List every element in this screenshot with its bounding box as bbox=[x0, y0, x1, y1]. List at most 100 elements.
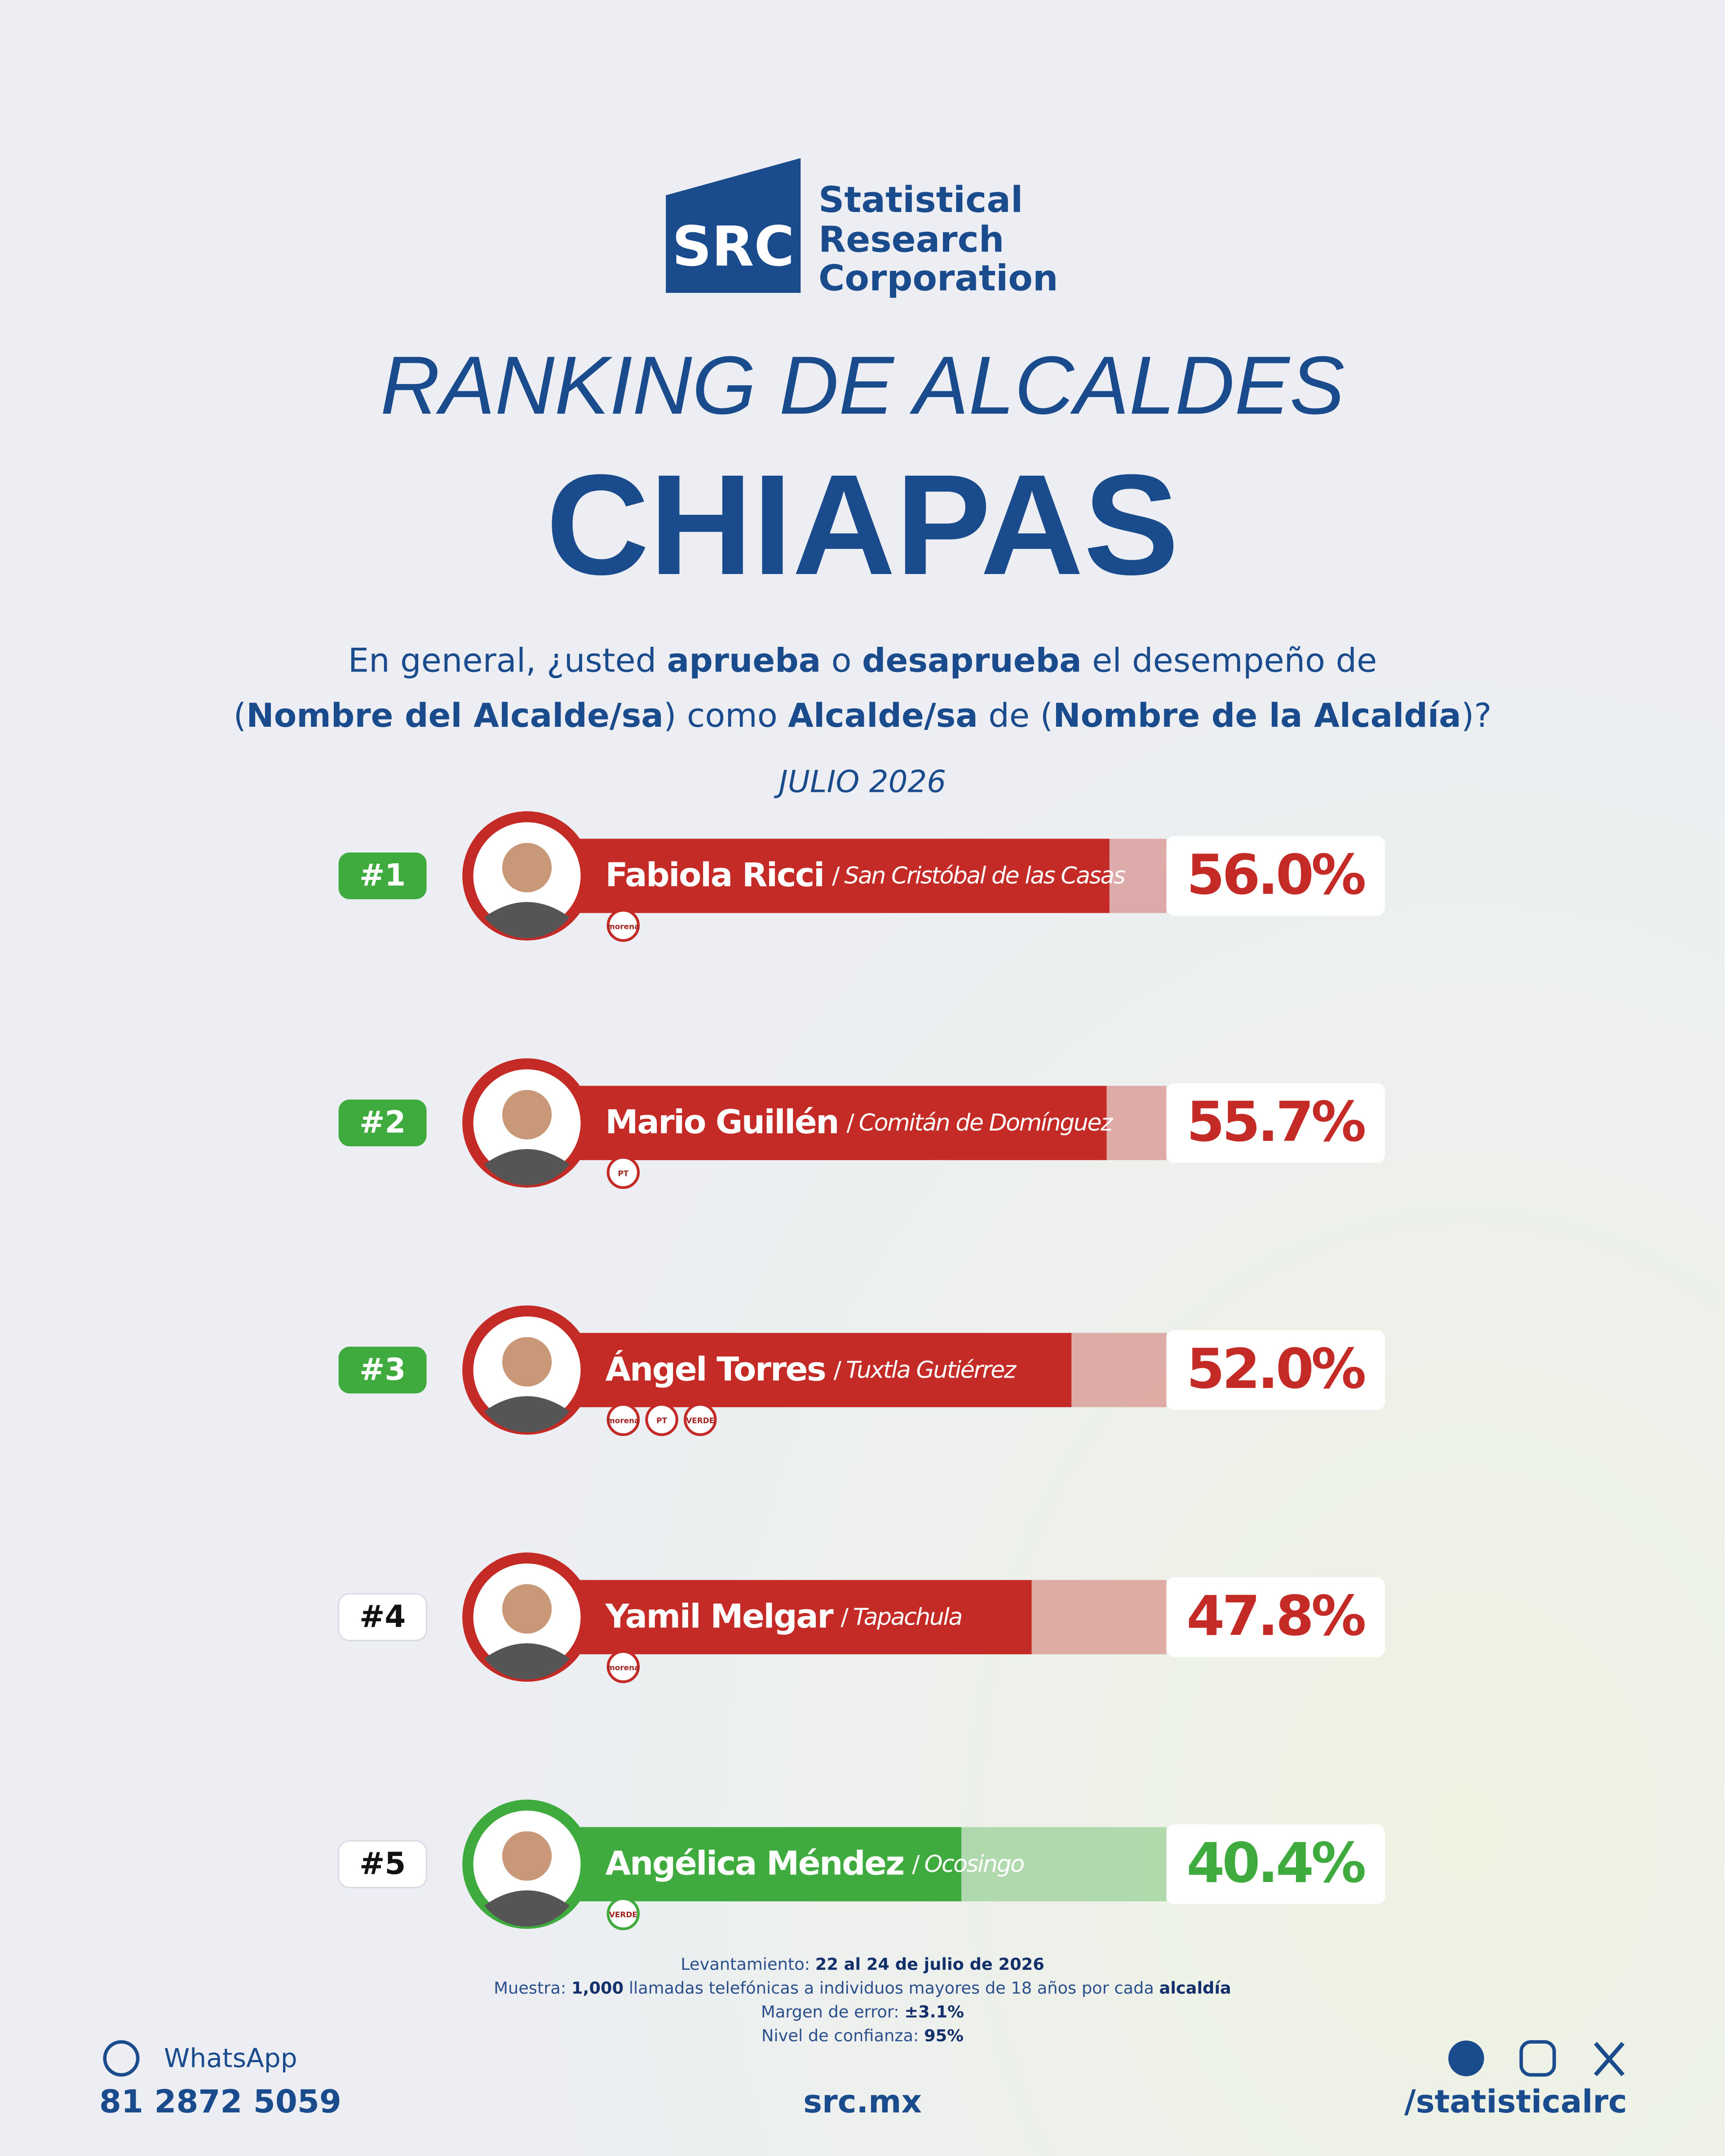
mayor-name: Angélica Méndez / Ocosingo bbox=[606, 1844, 1024, 1882]
bar bbox=[578, 1580, 1032, 1654]
whatsapp-icon bbox=[103, 2040, 140, 2077]
facebook-icon[interactable] bbox=[1448, 2040, 1484, 2076]
segment: llamadas telefónicas a individuos mayore… bbox=[624, 1978, 1159, 1997]
avatar-face bbox=[502, 1090, 552, 1140]
party-badge bbox=[606, 1403, 640, 1436]
name: Angélica Méndez bbox=[606, 1844, 904, 1882]
name: Fabiola Ricci bbox=[606, 856, 824, 894]
avatar-face bbox=[502, 1584, 552, 1634]
name: Yamil Melgar bbox=[605, 1597, 834, 1635]
location: San Cristóbal de las Casas bbox=[844, 862, 1125, 889]
segment: Levantamiento: bbox=[681, 1954, 815, 1974]
bar bbox=[578, 1333, 1072, 1407]
avatar-body bbox=[484, 1890, 570, 1927]
text-line: Levantamiento: 22 al 24 de julio de 2026 bbox=[681, 1954, 1044, 1974]
bold-segment: 95% bbox=[924, 2026, 964, 2045]
party-badge bbox=[606, 909, 640, 942]
bar bbox=[578, 1827, 962, 1902]
state: CHIAPAS bbox=[546, 445, 1179, 605]
value-box bbox=[1166, 836, 1385, 916]
value-box bbox=[1166, 1330, 1385, 1410]
rank-label: #3 bbox=[359, 1352, 406, 1387]
rank-badge bbox=[338, 1593, 428, 1641]
rank-badge bbox=[338, 1840, 428, 1888]
segment: ( bbox=[234, 697, 247, 735]
avatar-body bbox=[484, 1396, 570, 1432]
location: Tuxtla Gutiérrez bbox=[846, 1356, 1017, 1383]
party-badge bbox=[684, 1403, 717, 1436]
phone[interactable]: 81 2872 5059 bbox=[99, 2083, 341, 2120]
avatar-face bbox=[502, 1337, 552, 1387]
value-label: 56.0% bbox=[1186, 843, 1365, 907]
party-badge bbox=[606, 1650, 640, 1683]
x-icon[interactable] bbox=[1594, 2041, 1625, 2076]
party-label: VERDE bbox=[609, 1910, 637, 1919]
party-badge bbox=[606, 1156, 640, 1189]
value-label: 55.7% bbox=[1186, 1090, 1365, 1154]
social-handle[interactable]: /statisticalrc bbox=[1404, 2083, 1627, 2120]
avatar-body bbox=[484, 1643, 570, 1680]
location: Tapachula bbox=[853, 1604, 962, 1630]
bold-segment: Nombre de la Alcaldía bbox=[1053, 697, 1461, 735]
bold-segment: 1,000 bbox=[571, 1978, 624, 1997]
bar bbox=[578, 1086, 1107, 1160]
value-label: 40.4% bbox=[1186, 1831, 1365, 1895]
logo-text: Statistical bbox=[818, 179, 1023, 221]
title: RANKING DE ALCALDES bbox=[380, 339, 1345, 431]
location: Comitán de Domínguez bbox=[859, 1109, 1114, 1136]
segment: de ( bbox=[978, 697, 1053, 735]
party-badge bbox=[606, 1897, 640, 1931]
mayor-name: Ángel Torres / Tuxtla Gutiérrez bbox=[606, 1350, 1017, 1388]
party-badge bbox=[645, 1403, 678, 1436]
segment: Margen de error: bbox=[761, 2002, 904, 2021]
text-line: Muestra: 1,000 llamadas telefónicas a in… bbox=[494, 1978, 1231, 1997]
bold-segment: alcaldía bbox=[1159, 1978, 1231, 1997]
rank-badge bbox=[338, 852, 427, 900]
mayor-name: Fabiola Ricci / San Cristóbal de las Casas bbox=[606, 856, 1126, 894]
value-label: 47.8% bbox=[1186, 1584, 1365, 1648]
value-box bbox=[1166, 1083, 1385, 1163]
bold-segment: ±3.1% bbox=[904, 2002, 964, 2021]
text-line: En general, ¿usted aprueba o desaprueba … bbox=[348, 642, 1377, 680]
mayor-name: Mario Guillén / Comitán de Domínguez bbox=[606, 1103, 1114, 1141]
logo-mark bbox=[666, 158, 801, 293]
value-box bbox=[1166, 1824, 1385, 1904]
text-line: Margen de error: ±3.1% bbox=[761, 2002, 964, 2021]
bold-segment: desaprueba bbox=[862, 642, 1082, 680]
segment: el desempeño de bbox=[1082, 642, 1377, 680]
text-line: (Nombre del Alcalde/sa) como Alcalde/sa … bbox=[234, 697, 1492, 735]
whatsapp-label[interactable]: WhatsApp bbox=[164, 2043, 297, 2073]
avatar-face bbox=[502, 843, 552, 892]
segment: Muestra: bbox=[494, 1978, 571, 1997]
rank-label: #4 bbox=[359, 1599, 406, 1634]
avatar-body bbox=[484, 1149, 570, 1185]
rank-label: #5 bbox=[359, 1846, 406, 1881]
logo-initials: SRC bbox=[672, 214, 794, 278]
rank-badge bbox=[338, 1347, 427, 1394]
mayor-name: Yamil Melgar / Tapachula bbox=[605, 1597, 962, 1635]
logo-text: Corporation bbox=[818, 257, 1058, 299]
bold-segment: aprueba bbox=[667, 642, 821, 680]
rank-label: #1 bbox=[359, 857, 406, 893]
segment: ) como bbox=[663, 697, 788, 735]
party-label: morena bbox=[607, 922, 639, 931]
instagram-icon[interactable] bbox=[1519, 2040, 1556, 2077]
bold-segment: Alcalde/sa bbox=[788, 697, 978, 735]
segment: Nivel de confianza: bbox=[761, 2026, 924, 2045]
date: JULIO 2026 bbox=[774, 764, 946, 799]
bar bbox=[578, 839, 1110, 913]
party-label: morena bbox=[607, 1663, 639, 1672]
party-label: VERDE bbox=[686, 1416, 714, 1425]
value-label: 52.0% bbox=[1186, 1337, 1365, 1401]
website[interactable]: src.mx bbox=[803, 2083, 922, 2120]
avatar-body bbox=[484, 902, 570, 938]
segment: o bbox=[821, 642, 862, 680]
segment: )? bbox=[1461, 697, 1492, 735]
avatar-face bbox=[502, 1831, 552, 1881]
value-box bbox=[1166, 1577, 1385, 1657]
bold-segment: 22 al 24 de julio de 2026 bbox=[815, 1954, 1044, 1974]
party-label: PT bbox=[618, 1169, 628, 1178]
